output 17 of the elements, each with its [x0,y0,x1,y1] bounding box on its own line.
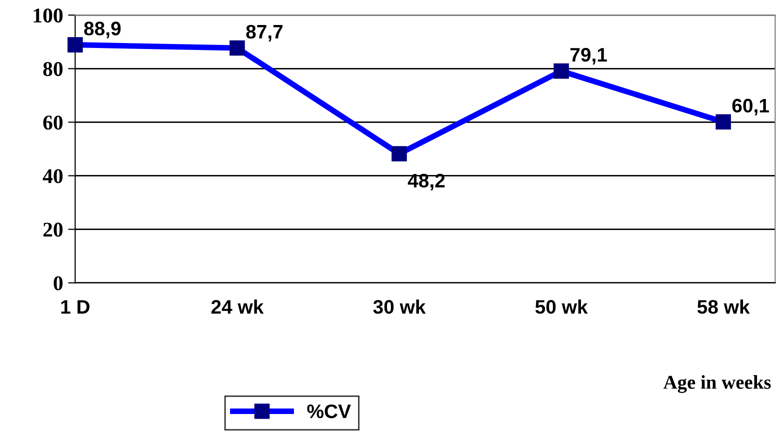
y-tick-label: 80 [43,62,63,76]
x-tick-label: 50 wk [535,299,588,314]
data-label: 60,1 [732,98,769,116]
y-tick-label: 0 [54,276,63,290]
x-tick-label: 58 wk [697,299,750,314]
data-label: 79,1 [570,48,607,64]
x-tick-label: 1 D [61,300,90,314]
x-tick-label: 30 wk [373,299,426,314]
y-tick-label: 100 [34,8,63,23]
y-tick-label: 40 [42,169,63,184]
data-label: 88,9 [84,22,121,38]
x-tick-label: 24 wk [211,299,264,314]
data-label: 87,7 [246,24,283,42]
x-axis-title: Age in weeks [663,375,771,393]
y-tick-label: 60 [43,116,63,130]
y-tick-label: 20 [43,222,63,237]
legend-label: %CV [307,404,351,418]
